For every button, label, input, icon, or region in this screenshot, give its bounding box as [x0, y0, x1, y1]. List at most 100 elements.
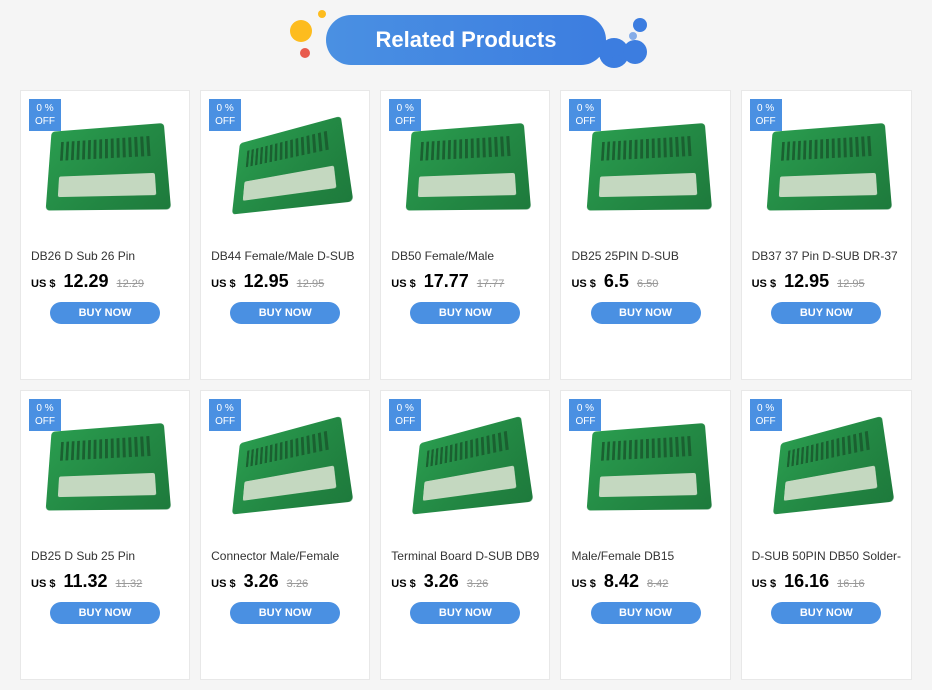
- price-value: 3.26: [424, 571, 459, 592]
- product-card[interactable]: 0 % OFF Terminal Board D-SUB DB9 US $ 3.…: [380, 390, 550, 680]
- product-title: DB25 D Sub 25 Pin: [21, 541, 189, 567]
- discount-badge: 0 % OFF: [209, 399, 241, 431]
- product-title: DB25 25PIN D-SUB: [561, 241, 729, 267]
- pcb-board-icon: [767, 122, 892, 209]
- product-title: DB50 Female/Male: [381, 241, 549, 267]
- pcb-board-icon: [232, 115, 353, 214]
- price-value: 12.95: [244, 271, 289, 292]
- price-value: 6.5: [604, 271, 629, 292]
- pcb-board-icon: [46, 422, 171, 509]
- price-old: 12.95: [837, 278, 865, 290]
- product-card[interactable]: 0 % OFF D-SUB 50PIN DB50 Solder- US $ 16…: [741, 390, 912, 680]
- price-value: 11.32: [63, 571, 107, 592]
- price-value: 17.77: [424, 271, 469, 292]
- buy-now-button[interactable]: BUY NOW: [50, 602, 160, 624]
- buy-now-button[interactable]: BUY NOW: [410, 302, 520, 324]
- pcb-board-icon: [46, 122, 171, 209]
- buy-now-button[interactable]: BUY NOW: [591, 302, 701, 324]
- header-title: Related Products: [326, 15, 607, 65]
- price-value: 12.95: [784, 271, 829, 292]
- pcb-board-icon: [232, 415, 353, 514]
- related-products-header: Related Products: [0, 0, 932, 80]
- product-card[interactable]: 0 % OFF DB25 D Sub 25 Pin US $ 11.32 11.…: [20, 390, 190, 680]
- product-card[interactable]: 0 % OFF DB26 D Sub 26 Pin US $ 12.29 12.…: [20, 90, 190, 380]
- price-old: 8.42: [647, 578, 668, 590]
- product-card[interactable]: 0 % OFF Male/Female DB15 US $ 8.42 8.42 …: [560, 390, 730, 680]
- price-old: 12.95: [297, 278, 325, 290]
- badge-percent: 0 %: [215, 402, 235, 415]
- buy-now-button[interactable]: BUY NOW: [771, 302, 881, 324]
- badge-off: OFF: [575, 415, 595, 428]
- price-currency: US $: [31, 578, 55, 590]
- product-title: Terminal Board D-SUB DB9: [381, 541, 549, 567]
- pcb-board-icon: [586, 422, 711, 509]
- price-old: 11.32: [116, 578, 143, 590]
- buy-now-button[interactable]: BUY NOW: [410, 602, 520, 624]
- product-price: US $ 6.5 6.50: [561, 267, 729, 296]
- price-old: 6.50: [637, 278, 658, 290]
- discount-badge: 0 % OFF: [750, 99, 782, 131]
- price-old: 3.26: [287, 578, 308, 590]
- product-title: Connector Male/Female: [201, 541, 369, 567]
- discount-badge: 0 % OFF: [569, 99, 601, 131]
- badge-off: OFF: [35, 415, 55, 428]
- badge-percent: 0 %: [756, 102, 776, 115]
- product-card[interactable]: 0 % OFF Connector Male/Female US $ 3.26 …: [200, 390, 370, 680]
- product-card[interactable]: 0 % OFF DB37 37 Pin D-SUB DR-37 US $ 12.…: [741, 90, 912, 380]
- badge-off: OFF: [395, 115, 415, 128]
- buy-now-button[interactable]: BUY NOW: [230, 302, 340, 324]
- pcb-board-icon: [773, 415, 894, 514]
- badge-off: OFF: [395, 415, 415, 428]
- badge-percent: 0 %: [215, 102, 235, 115]
- product-card[interactable]: 0 % OFF DB50 Female/Male US $ 17.77 17.7…: [380, 90, 550, 380]
- decor-circle: [290, 20, 312, 42]
- product-card[interactable]: 0 % OFF DB25 25PIN D-SUB US $ 6.5 6.50 B…: [560, 90, 730, 380]
- decor-circle: [629, 32, 637, 40]
- buy-now-button[interactable]: BUY NOW: [230, 602, 340, 624]
- product-price: US $ 17.77 17.77: [381, 267, 549, 296]
- discount-badge: 0 % OFF: [29, 99, 61, 131]
- badge-off: OFF: [215, 415, 235, 428]
- discount-badge: 0 % OFF: [750, 399, 782, 431]
- decor-circle: [633, 18, 647, 32]
- price-currency: US $: [391, 278, 415, 290]
- decor-circle: [623, 40, 647, 64]
- discount-badge: 0 % OFF: [29, 399, 61, 431]
- buy-now-button[interactable]: BUY NOW: [50, 302, 160, 324]
- price-old: 12.29: [117, 278, 145, 290]
- buy-now-button[interactable]: BUY NOW: [771, 602, 881, 624]
- price-currency: US $: [211, 578, 235, 590]
- product-card[interactable]: 0 % OFF DB44 Female/Male D-SUB US $ 12.9…: [200, 90, 370, 380]
- product-title: DB26 D Sub 26 Pin: [21, 241, 189, 267]
- product-price: US $ 3.26 3.26: [381, 567, 549, 596]
- price-value: 8.42: [604, 571, 639, 592]
- product-price: US $ 12.95 12.95: [201, 267, 369, 296]
- price-old: 17.77: [477, 278, 505, 290]
- pcb-board-icon: [586, 122, 711, 209]
- price-old: 16.16: [837, 578, 865, 590]
- badge-off: OFF: [756, 415, 776, 428]
- badge-percent: 0 %: [575, 402, 595, 415]
- discount-badge: 0 % OFF: [209, 99, 241, 131]
- product-title: DB44 Female/Male D-SUB: [201, 241, 369, 267]
- badge-percent: 0 %: [35, 402, 55, 415]
- badge-percent: 0 %: [756, 402, 776, 415]
- pcb-board-icon: [406, 122, 531, 209]
- decor-circle: [612, 55, 622, 65]
- discount-badge: 0 % OFF: [569, 399, 601, 431]
- product-price: US $ 12.95 12.95: [742, 267, 911, 296]
- price-currency: US $: [752, 578, 776, 590]
- discount-badge: 0 % OFF: [389, 99, 421, 131]
- buy-now-button[interactable]: BUY NOW: [591, 602, 701, 624]
- badge-off: OFF: [215, 115, 235, 128]
- badge-off: OFF: [575, 115, 595, 128]
- badge-percent: 0 %: [395, 402, 415, 415]
- product-price: US $ 16.16 16.16: [742, 567, 911, 596]
- price-currency: US $: [31, 278, 55, 290]
- price-currency: US $: [752, 278, 776, 290]
- badge-percent: 0 %: [35, 102, 55, 115]
- badge-percent: 0 %: [575, 102, 595, 115]
- price-currency: US $: [211, 278, 235, 290]
- price-currency: US $: [571, 578, 595, 590]
- decor-circle: [300, 48, 310, 58]
